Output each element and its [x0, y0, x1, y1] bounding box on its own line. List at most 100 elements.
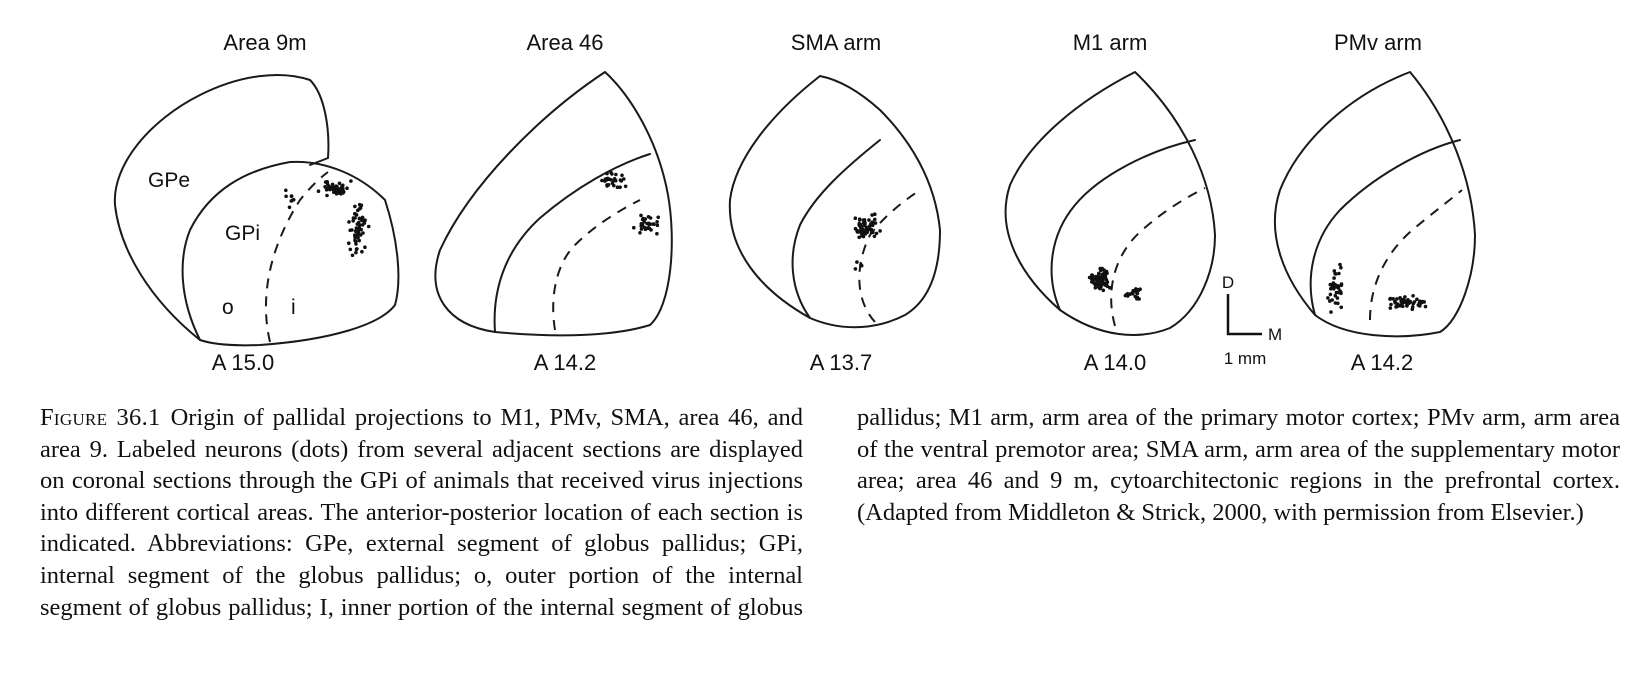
labeled-neuron-dot [325, 193, 329, 198]
labeled-neuron-dot [1092, 276, 1097, 281]
labeled-neuron-dot [1093, 286, 1098, 290]
labeled-neuron-dot [363, 245, 367, 249]
labeled-neuron-dot [1333, 271, 1337, 276]
labeled-neuron-dot [874, 231, 879, 236]
labeled-neuron-dot [290, 198, 294, 203]
caption-text: Origin of pallidal projections to M1, PM… [40, 404, 1620, 621]
labeled-neuron-dot [359, 203, 364, 208]
labeled-neuron-dot [1393, 301, 1398, 305]
labeled-neuron-dot [347, 220, 351, 224]
labeled-neuron-dot [328, 187, 332, 192]
panel-area-9m: Area 9m GPe GPi o i A 15.0 [113, 30, 400, 375]
gpe-outline [434, 71, 673, 337]
gpe-outline [113, 74, 330, 341]
labeled-neuron-dot [1412, 300, 1417, 304]
labeled-neuron-dot [1339, 305, 1343, 310]
labeled-neurons-m1-arm [1087, 266, 1142, 301]
labeled-neuron-dot [878, 229, 882, 233]
labeled-neuron-dot [348, 247, 353, 252]
labeled-neuron-dot [354, 226, 359, 230]
labeled-neurons-sma-arm [853, 212, 882, 271]
labeled-neuron-dot [1334, 290, 1339, 295]
labeled-neuron-dot [1332, 269, 1337, 273]
labeled-neuron-dot [354, 247, 359, 251]
labeled-neuron-dot [316, 189, 321, 193]
labeled-neuron-dot [360, 223, 365, 227]
panel-title-area-46: Area 46 [526, 30, 603, 55]
panel-ap-pmv-arm: A 14.2 [1351, 350, 1413, 375]
labeled-neuron-dot [615, 185, 620, 189]
panel-m1-arm: M1 arm A 14.0 [1004, 30, 1216, 375]
labeled-neuron-dot [1328, 292, 1333, 297]
panel-ap-area-9m: A 15.0 [212, 350, 274, 375]
labeled-neuron-dot [632, 225, 636, 230]
labeled-neuron-dot [354, 242, 358, 246]
labeled-neuron-dot [872, 234, 877, 239]
labeled-neuron-dot [859, 263, 864, 268]
labeled-neuron-dot [643, 227, 648, 232]
gpe-label: GPe [148, 169, 190, 192]
labeled-neuron-dot [334, 185, 338, 190]
labeled-neuron-dot [1417, 301, 1422, 305]
labeled-neuron-dot [1388, 306, 1393, 310]
labeled-neuron-dot [857, 217, 862, 221]
labeled-neuron-dot [604, 178, 608, 182]
labeled-neuron-dot [347, 241, 351, 245]
labeled-neuron-dot [353, 229, 358, 233]
scale-bar-medial-label: M [1268, 325, 1282, 344]
labeled-neuron-dot [350, 253, 355, 258]
labeled-neuron-dot [1096, 285, 1101, 289]
labeled-neuron-dot [324, 188, 329, 192]
gpi-outline [181, 160, 400, 347]
labeled-neuron-dot [1410, 307, 1415, 312]
labeled-neuron-dot [1406, 298, 1410, 302]
labeled-neuron-dot [861, 218, 866, 222]
gpi-outline [493, 153, 651, 333]
labeled-neuron-dot [1395, 297, 1399, 301]
labeled-neurons-area-9m [284, 179, 371, 258]
labeled-neuron-dot [357, 238, 362, 243]
labeled-neuron-dot [284, 188, 288, 193]
labeled-neuron-dot [332, 190, 336, 194]
labeled-neuron-dot [359, 227, 364, 232]
labeled-neuron-dot [360, 217, 364, 221]
labeled-neuron-dot [609, 170, 613, 175]
labeled-neuron-dot [605, 171, 609, 176]
gpi-outline [791, 139, 881, 319]
panel-ap-m1-arm: A 14.0 [1084, 350, 1146, 375]
labeled-neuron-dot [289, 194, 294, 198]
figure-caption: Figure 36.1 Origin of pallidal projection… [40, 402, 1620, 634]
labeled-neuron-dot [1334, 284, 1338, 288]
pallidal-figure: Area 9m GPe GPi o i A 15.0 Area 46 A 14.… [113, 30, 1476, 375]
labeled-neuron-dot [357, 207, 362, 211]
panel-title-sma-arm: SMA arm [791, 30, 881, 55]
labeled-neuron-dot [1338, 262, 1342, 267]
gpi-division-line [265, 171, 329, 343]
labeled-neuron-dot [863, 230, 868, 235]
labeled-neuron-dot [622, 177, 626, 181]
labeled-neuron-dot [1339, 265, 1343, 270]
labeled-neuron-dot [1097, 272, 1101, 277]
labeled-neuron-dot [605, 184, 609, 188]
labeled-neuron-dot [287, 205, 292, 210]
panel-pmv-arm: PMv arm A 14.2 [1273, 30, 1476, 375]
labeled-neuron-dot [1398, 303, 1402, 308]
labeled-neuron-dot [639, 227, 644, 231]
labeled-neuron-dot [655, 223, 660, 228]
labeled-neuron-dot [1402, 298, 1406, 302]
labeled-neuron-dot [1136, 288, 1141, 293]
labeled-neuron-dot [1102, 275, 1106, 280]
labeled-neuron-dot [1100, 266, 1104, 271]
labeled-neuron-dot [357, 216, 362, 221]
labeled-neuron-dot [858, 224, 863, 228]
labeled-neuron-dot [1330, 298, 1334, 302]
panel-ap-sma-arm: A 13.7 [810, 350, 872, 375]
panel-title-m1-arm: M1 arm [1073, 30, 1148, 55]
scale-bar: D M 1 mm [1222, 273, 1282, 368]
scale-bar-dorsal-label: D [1222, 273, 1234, 292]
gpi-label: GPi [225, 222, 260, 245]
labeled-neuron-dot [1095, 282, 1100, 286]
labeled-neuron-dot [348, 228, 353, 233]
labeled-neuron-dot [853, 226, 858, 231]
labeled-neuron-dot [349, 179, 353, 183]
